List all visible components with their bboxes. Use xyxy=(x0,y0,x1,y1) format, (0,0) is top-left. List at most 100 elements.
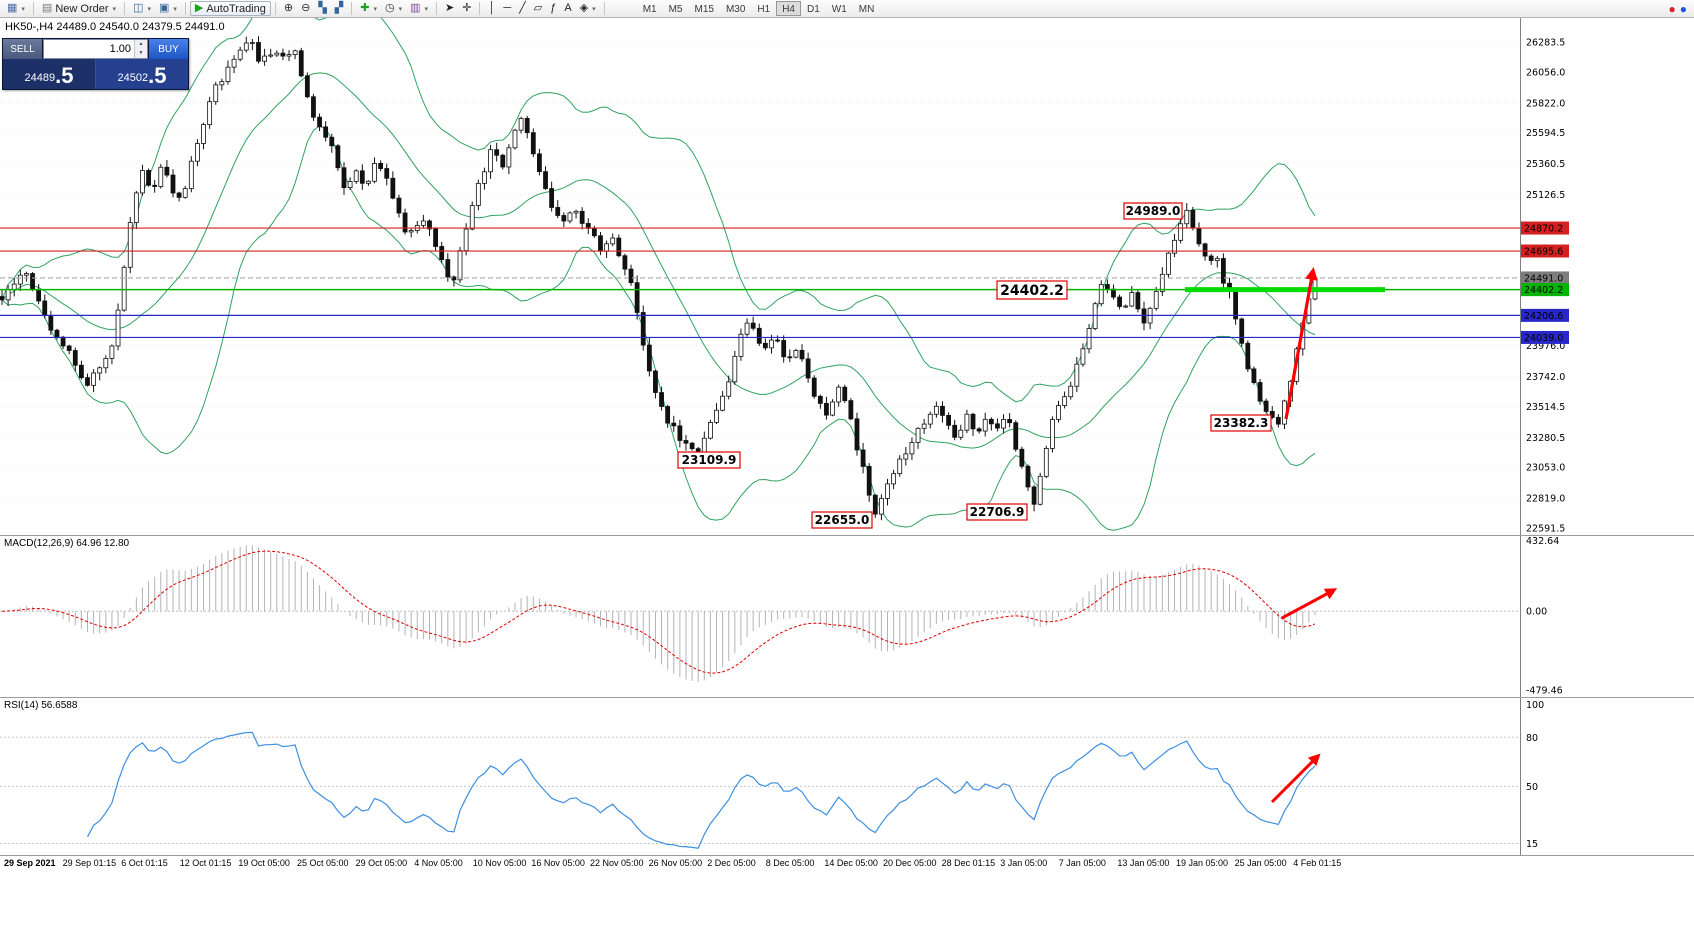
chart-bars-icon[interactable]: ◫ ▾ xyxy=(129,1,155,17)
vertical-line-tool-icon[interactable]: │ xyxy=(484,1,499,17)
tile-windows-icon: ▚ xyxy=(318,2,327,14)
price-level-badge xyxy=(1521,271,1569,285)
chart-candles-icon[interactable]: ▣ ▾ xyxy=(155,1,181,17)
timeframe-button-M30[interactable]: M30 xyxy=(725,4,746,15)
callout-box[interactable] xyxy=(1210,414,1272,432)
toolbar-separator xyxy=(479,2,481,15)
timeframe-button-M1[interactable]: M1 xyxy=(642,4,657,15)
svg-text:25126.5: 25126.5 xyxy=(1526,190,1565,201)
bullish-arrow[interactable] xyxy=(1284,267,1318,420)
macd-signal-line xyxy=(1,550,1316,674)
dropdown-caret-icon: ▾ xyxy=(112,5,117,13)
callout-box[interactable] xyxy=(677,451,741,469)
svg-text:24695.6: 24695.6 xyxy=(1524,247,1563,258)
svg-text:24402.2: 24402.2 xyxy=(1000,283,1064,299)
templates-icon[interactable]: ▥ ▾ xyxy=(406,1,432,17)
svg-text:24402.2: 24402.2 xyxy=(1524,285,1563,296)
svg-text:26056.0: 26056.0 xyxy=(1526,67,1565,78)
timeframe-button-M15[interactable]: M15 xyxy=(694,4,714,15)
chart-candles-icon: ▣ xyxy=(158,2,170,14)
candlesticks xyxy=(0,36,1318,521)
svg-text:24989.0: 24989.0 xyxy=(1126,204,1181,218)
price-chart[interactable]: 26283.5 26056.0 25822.0 25594.5 25360.5 25126… xyxy=(0,18,1694,535)
time-label: 19 Jan 05:00 xyxy=(1176,858,1229,868)
sell-button[interactable]: SELL xyxy=(3,39,43,59)
crosshair-tool-icon[interactable]: ✛ xyxy=(458,1,475,17)
horizontal-line-tool-icon: ─ xyxy=(503,2,512,14)
timeframe-button-W1[interactable]: W1 xyxy=(831,4,847,15)
dropdown-caret-icon: ▾ xyxy=(173,5,177,13)
timeframe-button-H1[interactable]: H1 xyxy=(757,4,771,15)
vertical-line-tool-icon: │ xyxy=(488,2,496,14)
buy-price-main: 24502 xyxy=(117,72,149,84)
svg-text:100: 100 xyxy=(1526,700,1544,711)
time-label: 28 Dec 01:15 xyxy=(941,858,996,868)
macd-arrow[interactable] xyxy=(1281,588,1338,620)
buy-price[interactable]: 24502.5 xyxy=(96,59,188,89)
zoom-in-icon[interactable]: ⊕ xyxy=(280,1,297,17)
dropdown-caret-icon: ▾ xyxy=(21,5,25,13)
callout-box[interactable] xyxy=(966,503,1028,521)
svg-text:22819.0: 22819.0 xyxy=(1526,494,1565,505)
svg-text:22655.0: 22655.0 xyxy=(815,513,870,527)
timeframe-button-D1[interactable]: D1 xyxy=(807,4,820,15)
time-label: 6 Oct 01:15 xyxy=(121,858,168,868)
volume-input[interactable] xyxy=(44,40,134,58)
rsi-line xyxy=(86,731,1316,849)
symbol-ohlc-info: HK50-,H4 24489.0 24540.0 24379.5 24491.0 xyxy=(5,21,225,33)
price-axis[interactable]: 26283.5 26056.0 25822.0 25594.5 25360.5 25126… xyxy=(1520,18,1570,535)
callout-box[interactable] xyxy=(996,280,1068,300)
cascade-windows-icon[interactable]: ▞ xyxy=(331,1,347,17)
autotrading-button[interactable]: ▶ AutoTrading xyxy=(189,1,271,16)
add-indicator-icon: ✚ xyxy=(360,2,370,14)
volume-down-icon[interactable]: ▼ xyxy=(135,49,147,58)
callout-box[interactable] xyxy=(1123,202,1183,220)
callout-box[interactable] xyxy=(811,511,873,529)
timeframe-button-MN[interactable]: MN xyxy=(858,4,875,15)
shapes-tool-icon[interactable]: ◈ ▾ xyxy=(576,1,600,17)
time-label: 2 Dec 05:00 xyxy=(707,858,756,868)
price-level-badge xyxy=(1521,283,1569,297)
svg-text:23109.9: 23109.9 xyxy=(682,453,737,467)
timeframe-button-H4[interactable]: H4 xyxy=(776,1,801,16)
svg-text:24491.0: 24491.0 xyxy=(1524,273,1563,284)
text-tool-icon[interactable]: A xyxy=(560,1,575,17)
periods-icon[interactable]: ◷ ▾ xyxy=(381,1,406,17)
toolbar: ▦ ▾ ▤ New Order ▾ ◫ ▾ ▣ ▾ ▶ AutoTrading ⊕ ⊖ ▚ ▞ ✚ ▾ ◷ ▾ ▥ ▾ ➤… xyxy=(0,0,1694,18)
fibonacci-tool-icon[interactable]: ƒ xyxy=(546,1,560,17)
sell-price[interactable]: 24489.5 xyxy=(3,59,96,89)
buy-button[interactable]: BUY xyxy=(148,39,188,59)
cursor-tool-icon[interactable]: ➤ xyxy=(441,1,458,17)
svg-text:80: 80 xyxy=(1526,733,1538,744)
connection-status-icon[interactable]: ● xyxy=(1679,1,1687,16)
svg-text:23053.0: 23053.0 xyxy=(1526,463,1565,474)
macd-panel[interactable]: 432.64 0.00 -479.46 xyxy=(0,536,1694,697)
trendline-tool-icon[interactable]: ╱ xyxy=(515,1,530,17)
tile-windows-icon[interactable]: ▚ xyxy=(314,1,330,17)
price-callouts[interactable]: 24989.0 24402.2 23109.9 22655.0 22706.9 23382… xyxy=(677,202,1272,529)
level-lines[interactable] xyxy=(0,227,1520,339)
add-indicator-icon[interactable]: ✚ ▾ xyxy=(356,1,381,17)
sell-price-main: 24489 xyxy=(24,72,56,84)
svg-text:-479.46: -479.46 xyxy=(1526,686,1563,697)
zoom-in-icon: ⊕ xyxy=(283,2,294,14)
new-order-button[interactable]: ▤ New Order ▾ xyxy=(38,1,120,17)
channel-tool-icon: ▱ xyxy=(533,2,543,14)
toolbar-separator xyxy=(124,2,126,15)
volume-up-icon[interactable]: ▲ xyxy=(135,40,147,49)
trendline-tool-icon: ╱ xyxy=(519,2,526,14)
timeframe-button-M5[interactable]: M5 xyxy=(668,4,683,15)
rsi-arrow[interactable] xyxy=(1270,753,1321,804)
alert-status-icon[interactable]: ● xyxy=(1668,1,1676,16)
window-menu-icon[interactable]: ▦ ▾ xyxy=(3,1,29,17)
rsi-panel[interactable]: 100 80 50 15 xyxy=(0,698,1694,855)
panel-separator[interactable] xyxy=(0,535,1694,536)
channel-tool-icon[interactable]: ▱ xyxy=(530,1,546,17)
svg-text:23382.3: 23382.3 xyxy=(1214,416,1269,430)
time-label: 10 Nov 05:00 xyxy=(472,858,527,868)
time-axis[interactable]: 29 Sep 2021 29 Sep 01:15 6 Oct 01:15 12 Oct… xyxy=(0,856,1694,876)
horizontal-line-tool-icon[interactable]: ─ xyxy=(499,1,515,17)
svg-text:24870.2: 24870.2 xyxy=(1524,224,1563,235)
panel-separator[interactable] xyxy=(0,697,1694,698)
zoom-out-icon[interactable]: ⊖ xyxy=(297,1,314,17)
